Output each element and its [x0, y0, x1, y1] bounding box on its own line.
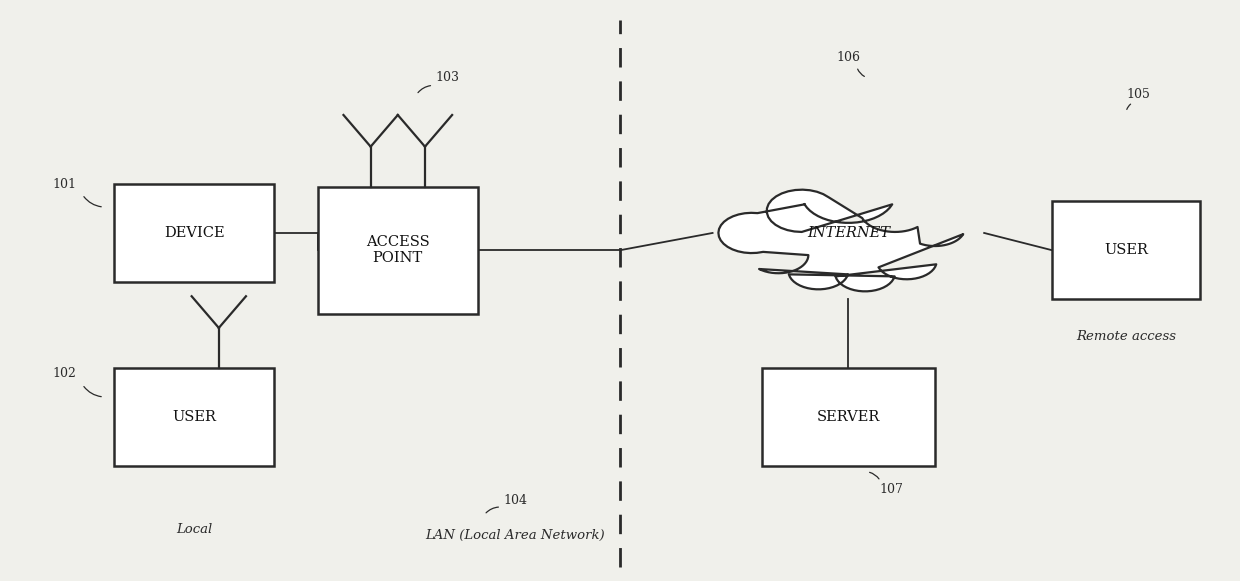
- Text: 101: 101: [52, 178, 77, 191]
- FancyArrowPatch shape: [486, 507, 498, 513]
- Bar: [761, 368, 935, 466]
- Bar: [114, 184, 274, 282]
- FancyArrowPatch shape: [869, 472, 879, 479]
- Text: 106: 106: [836, 51, 861, 64]
- Bar: [114, 368, 274, 466]
- Text: LAN (Local Area Network): LAN (Local Area Network): [425, 529, 605, 541]
- FancyArrowPatch shape: [1127, 104, 1131, 109]
- Text: USER: USER: [1104, 243, 1148, 257]
- Text: INTERNET: INTERNET: [807, 226, 890, 240]
- Text: 102: 102: [52, 367, 77, 381]
- Text: SERVER: SERVER: [817, 410, 880, 424]
- FancyArrowPatch shape: [84, 386, 102, 397]
- Text: DEVICE: DEVICE: [164, 226, 224, 240]
- Text: 104: 104: [503, 494, 527, 507]
- Text: 105: 105: [1126, 88, 1151, 101]
- FancyArrowPatch shape: [84, 196, 102, 207]
- Text: ACCESS
POINT: ACCESS POINT: [366, 235, 430, 266]
- Text: USER: USER: [172, 410, 216, 424]
- Polygon shape: [718, 189, 963, 291]
- FancyArrowPatch shape: [418, 85, 430, 92]
- Text: Remote access: Remote access: [1076, 330, 1176, 343]
- Text: 103: 103: [435, 71, 459, 84]
- Bar: [317, 187, 479, 314]
- Text: Local: Local: [176, 523, 212, 536]
- FancyArrowPatch shape: [858, 69, 864, 77]
- Text: 107: 107: [879, 483, 904, 496]
- Bar: [1052, 201, 1200, 299]
